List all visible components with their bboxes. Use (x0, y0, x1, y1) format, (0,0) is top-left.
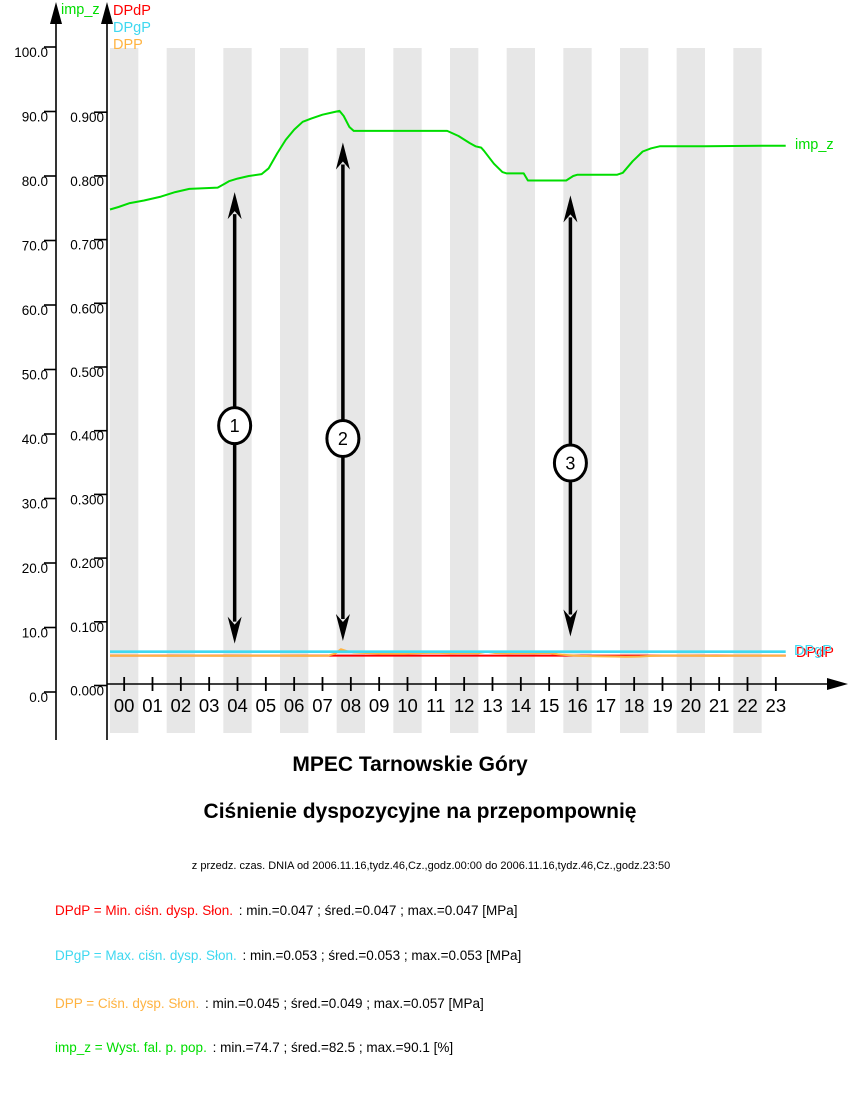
percent-tick-label: 90.0 (22, 110, 48, 125)
stat-values-dpdp: : min.=0.047 ; śred.=0.047 ; max.=0.047 … (234, 903, 518, 918)
stat-line-dpdp: DPdP = Min. ciśn. dysp. Słon. : min.=0.0… (55, 903, 518, 918)
time-range-subtitle: z przedz. czas. DNIA od 2006.11.16,tydz.… (191, 860, 671, 872)
hour-band (506, 48, 535, 733)
annotation-number-1: 1 (230, 416, 240, 436)
hour-band (223, 48, 252, 733)
hour-band (279, 48, 309, 733)
hour-tick-label: 18 (624, 695, 645, 716)
percent-tick-label: 30.0 (22, 497, 48, 512)
hour-tick-label: 15 (539, 695, 560, 716)
hour-tick-label: 06 (284, 695, 305, 716)
imp-z-axis-label: imp_z (61, 2, 100, 18)
pressure-tick-label: 0.500 (70, 365, 104, 380)
hour-tick-label: 03 (199, 695, 220, 716)
pressure-tick-label: 0.700 (70, 238, 104, 253)
percent-tick-label: 60.0 (22, 303, 48, 318)
hour-tick-label: 11 (426, 695, 445, 716)
report-title: MPEC Tarnowskie Góry (292, 753, 528, 776)
stat-label-dpp: DPP = Ciśn. dysp. Słon. (55, 996, 200, 1011)
hour-tick-label: 09 (369, 695, 390, 716)
hour-tick-label: 23 (766, 695, 787, 716)
annotation-arrow-1: 1 (217, 192, 253, 644)
dpdp-line-label: DPdP (796, 645, 834, 661)
hour-band (676, 48, 705, 733)
hour-band (619, 48, 649, 733)
hour-tick-label: 20 (681, 695, 702, 716)
chart-title: Ciśnienie dyspozycyjne na przepompownię (203, 800, 637, 823)
hour-tick-label: 00 (114, 695, 135, 716)
hour-band (393, 48, 422, 733)
hour-tick-label: 22 (737, 695, 758, 716)
hour-tick-label: 12 (454, 695, 475, 716)
percent-tick-label: 70.0 (22, 239, 48, 254)
hour-band (733, 48, 762, 733)
x-axis-arrow (827, 678, 848, 690)
hour-tick-label: 14 (511, 695, 532, 716)
hour-band (563, 48, 592, 733)
percent-tick-label: 80.0 (22, 174, 48, 189)
trend-chart: 0.0 10.0 20.0 30.0 40.0 50.0 60.0 70.0 80.0 90.0 1… (14, 2, 848, 740)
dpgp-line-label: DPgP (794, 643, 832, 659)
pressure-tick-label: 0.300 (70, 492, 104, 507)
hour-tick-label: 21 (709, 695, 730, 716)
pressure-tick-label: 0.800 (70, 174, 104, 189)
pressure-tick-label: 0.200 (70, 556, 104, 571)
stat-label-impz: imp_z = Wyst. fal. p. pop. (55, 1040, 207, 1055)
y-axis-percent-arrow (50, 2, 62, 24)
stat-line-dpp: DPP = Ciśn. dysp. Słon. : min.=0.045 ; ś… (55, 996, 484, 1011)
annotation-arrow-3: 3 (552, 195, 588, 637)
pressure-tick-label: 0.600 (70, 301, 104, 316)
hour-tick-label: 13 (482, 695, 503, 716)
stat-values-dpgp: : min.=0.053 ; śred.=0.053 ; max.=0.053 … (238, 948, 522, 963)
hour-tick-label: 17 (596, 695, 617, 716)
stat-label-dpgp: DPgP = Max. ciśn. dysp. Słon. (55, 948, 237, 963)
imp_z-line (109, 109, 786, 211)
hour-tick-label: 07 (312, 695, 333, 716)
hour-tick-label: 04 (227, 695, 248, 716)
y-axis-pressure-arrow (101, 2, 113, 24)
annotation-arrow-2: 2 (325, 142, 361, 642)
percent-tick-label: 40.0 (22, 432, 48, 447)
pressure-tick-label: 0.400 (70, 429, 104, 444)
imp-z-line-label: imp_z (795, 137, 834, 153)
pressure-tick-label: 0.900 (70, 110, 104, 125)
hour-band (166, 48, 195, 733)
hour-tick-label: 16 (567, 695, 588, 716)
pressure-tick-label: 0.000 (70, 684, 104, 699)
annotation-number-2: 2 (338, 429, 348, 449)
hour-tick-label: 05 (256, 695, 277, 716)
legend-dpp: DPP (113, 37, 143, 53)
hour-band (110, 48, 139, 733)
stat-values-dpp: : min.=0.045 ; śred.=0.049 ; max.=0.057 … (201, 996, 484, 1011)
hour-tick-label: 02 (171, 695, 192, 716)
percent-tick-label: 0.0 (29, 690, 48, 705)
percent-tick-label: 10.0 (22, 626, 48, 641)
hour-band (449, 48, 479, 733)
legend-dpdp: DPdP (113, 3, 151, 19)
hour-tick-label: 01 (142, 695, 163, 716)
hour-tick-label: 10 (397, 695, 418, 716)
stat-line-dpgp: DPgP = Max. ciśn. dysp. Słon. : min.=0.0… (55, 948, 521, 963)
percent-tick-label: 50.0 (22, 368, 48, 383)
stat-line-impz: imp_z = Wyst. fal. p. pop. : min.=74.7 ;… (55, 1040, 453, 1055)
dpp-line (110, 648, 786, 658)
legend-dpgp: DPgP (113, 20, 151, 36)
pressure-tick-label: 0.100 (70, 620, 104, 635)
annotation-number-3: 3 (565, 454, 575, 474)
hour-tick-label: 08 (341, 695, 362, 716)
stat-values-impz: : min.=74.7 ; śred.=82.5 ; max.=90.1 [%] (208, 1040, 454, 1055)
percent-tick-label: 100.0 (14, 45, 48, 60)
stat-label-dpdp: DPdP = Min. ciśn. dysp. Słon. (55, 903, 233, 918)
percent-tick-label: 20.0 (22, 561, 48, 576)
hour-tick-label: 19 (652, 695, 673, 716)
